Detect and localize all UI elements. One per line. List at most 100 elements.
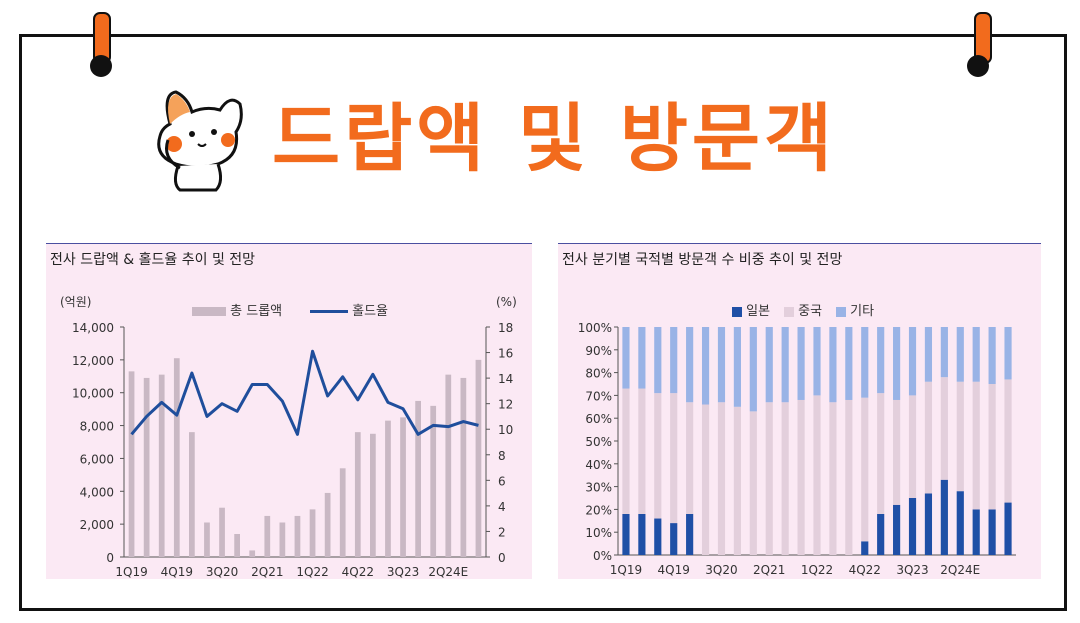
- visitor-share-chart: 0% 10% 20% 30% 40% 50% 60% 70% 80% 90% 100% 1Q19 4Q1…: [578, 321, 1016, 577]
- other-segment: [670, 327, 678, 394]
- china-segment: [797, 399, 805, 555]
- other-segment: [1004, 327, 1012, 380]
- drop-bar: [370, 433, 376, 557]
- right-chart-title: 전사 분기별 국적별 방문객 수 비중 추이 및 전망: [562, 252, 843, 268]
- x-tick-label: 1Q22: [296, 565, 328, 579]
- other-segment: [956, 327, 964, 382]
- left-legend-line: 홀드율: [310, 300, 388, 319]
- china-swatch-icon: [784, 306, 794, 317]
- china-segment: [686, 402, 694, 514]
- japan-segment: [940, 479, 948, 555]
- drop-bar: [189, 432, 195, 557]
- other-segment: [940, 327, 948, 378]
- y-tick-label: 50%: [585, 435, 612, 449]
- japan-swatch-icon: [732, 306, 742, 317]
- y2-tick-label: 2: [498, 525, 506, 539]
- japan-segment: [893, 504, 901, 555]
- japan-segment: [861, 541, 869, 555]
- china-segment: [654, 393, 662, 519]
- drop-bar: [234, 534, 240, 557]
- japan-segment: [972, 509, 980, 555]
- drop-bar: [324, 492, 331, 557]
- drop-bar: [264, 515, 271, 557]
- other-segment: [861, 327, 869, 398]
- bar-swatch-icon: [192, 307, 226, 316]
- drop-bar: [354, 432, 361, 557]
- x-tick-label: 2Q21: [753, 563, 785, 577]
- china-segment: [972, 381, 980, 510]
- y2-tick-label: 18: [498, 321, 513, 335]
- x-tick-label: 4Q22: [849, 563, 881, 577]
- other-segment: [654, 327, 662, 394]
- drop-bar: [400, 417, 406, 557]
- legend-other-label: 기타: [850, 304, 875, 319]
- japan-segment: [1004, 502, 1012, 555]
- other-segment: [988, 327, 996, 384]
- right-legend-china: 중국: [784, 300, 822, 319]
- y-tick-label: 0%: [593, 549, 612, 563]
- japan-segment: [956, 491, 964, 555]
- china-segment: [877, 393, 885, 514]
- other-segment: [829, 327, 837, 403]
- x-tick-label: 4Q19: [161, 565, 193, 579]
- y-tick-label: 0: [106, 551, 114, 565]
- pin-left: [90, 55, 112, 77]
- other-segment: [845, 327, 853, 400]
- china-segment: [956, 381, 964, 492]
- legend-bar-label: 총 드롭액: [230, 304, 283, 319]
- japan-segment: [686, 513, 694, 555]
- y-tick-label: 12,000: [72, 354, 114, 368]
- other-segment: [877, 327, 885, 394]
- drop-bar: [173, 358, 180, 557]
- pin-right: [967, 55, 989, 77]
- japan-segment: [654, 518, 662, 555]
- drop-bar: [294, 515, 301, 557]
- drop-bar: [143, 377, 150, 557]
- other-segment: [717, 327, 726, 403]
- page-title: 드랍액 및 방문객: [272, 96, 837, 182]
- china-segment: [908, 395, 917, 498]
- y2-tick-label: 12: [498, 398, 513, 412]
- right-legend-japan: 일본: [732, 300, 770, 319]
- drop-bar: [415, 400, 421, 557]
- other-segment: [622, 327, 630, 389]
- y2-tick-label: 16: [498, 347, 513, 361]
- other-segment: [924, 327, 933, 382]
- y-tick-label: 14,000: [72, 321, 114, 335]
- china-segment: [940, 377, 948, 480]
- china-segment: [924, 381, 933, 494]
- other-segment: [972, 327, 980, 382]
- y-axis-unit-left: (억원): [60, 295, 91, 309]
- drop-bar: [249, 550, 256, 557]
- other-swatch-icon: [836, 306, 846, 317]
- y-tick-label: 2,000: [80, 518, 114, 532]
- x-tick-label: 3Q23: [896, 563, 928, 577]
- china-segment: [813, 395, 821, 555]
- y-tick-label: 90%: [585, 344, 612, 358]
- other-segment: [893, 327, 901, 400]
- other-segment: [749, 327, 757, 412]
- other-segment: [813, 327, 821, 396]
- japan-segment: [622, 513, 630, 555]
- y-tick-label: 100%: [578, 321, 612, 335]
- drop-hold-chart: (억원) (%) 0 2,000 4,000 6,000 8,000 10,000 12,000…: [60, 295, 517, 579]
- x-tick-label: 2Q24E: [940, 563, 980, 577]
- drop-bar: [219, 507, 225, 557]
- left-chart-panel: 전사 드랍액 & 홀드율 추이 및 전망 총 드롭액 홀드율 (억원) (%) 0 2…: [46, 243, 532, 579]
- x-tick-label: 2Q21: [251, 565, 283, 579]
- legend-china-label: 중국: [798, 304, 823, 319]
- legend-japan-label: 일본: [746, 304, 771, 319]
- drop-bar: [339, 468, 346, 557]
- right-chart-panel: 전사 분기별 국적별 방문객 수 비중 추이 및 전망 일본 중국 기타 0% 1…: [558, 243, 1041, 579]
- line-swatch-icon: [310, 310, 348, 313]
- y2-tick-label: 14: [498, 372, 513, 386]
- y-tick-label: 80%: [585, 367, 612, 381]
- china-segment: [845, 399, 853, 555]
- china-segment: [861, 397, 869, 542]
- left-chart-title: 전사 드랍액 & 홀드율 추이 및 전망: [50, 252, 256, 268]
- x-tick-label: 3Q20: [705, 563, 737, 577]
- china-segment: [988, 384, 996, 510]
- china-segment: [701, 404, 710, 555]
- y-tick-label: 40%: [585, 458, 612, 472]
- drop-bar: [204, 522, 210, 557]
